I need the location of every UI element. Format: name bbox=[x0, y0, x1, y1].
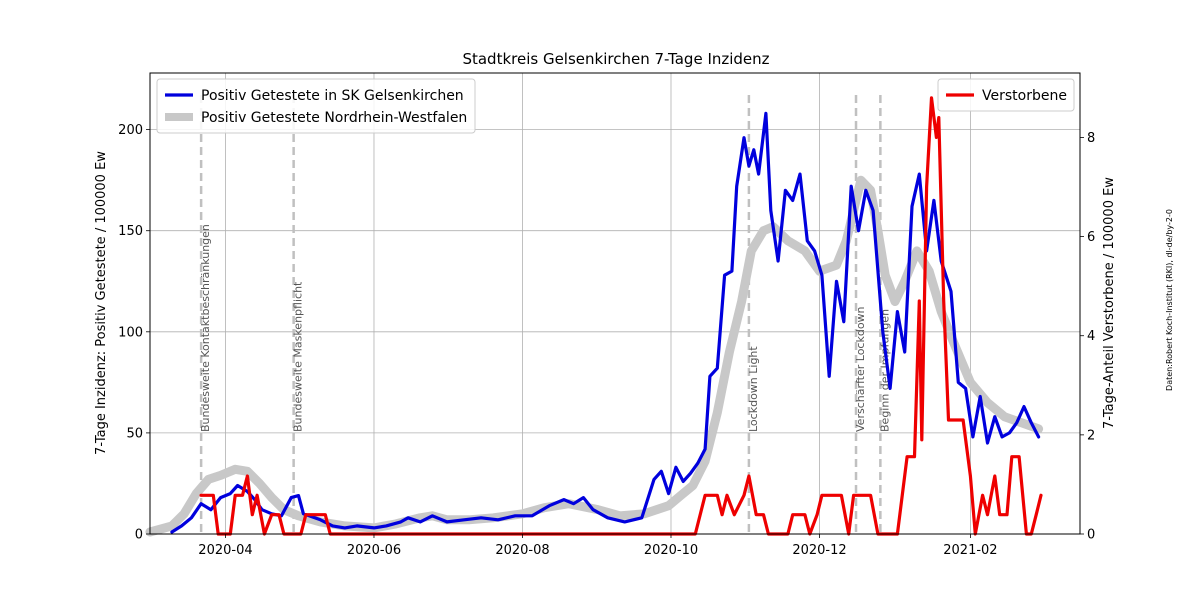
x-tick-label: 2020-12 bbox=[792, 543, 846, 558]
y-left-tick-label: 50 bbox=[126, 426, 143, 441]
series-line-verstorbene bbox=[199, 96, 1043, 536]
x-tick-label: 2020-04 bbox=[198, 543, 252, 558]
event-markers: Bundesweite Kontaktbeschränkungen Bundesw… bbox=[199, 95, 891, 534]
series-layer bbox=[145, 96, 1044, 537]
event-label: Verschärfter Lockdown bbox=[854, 306, 867, 432]
legend-left: Positiv Getestete in SK Gelsenkirchen Pos… bbox=[156, 78, 476, 134]
x-tick-label: 2020-08 bbox=[495, 543, 549, 558]
y-left-tick-label: 0 bbox=[135, 528, 143, 543]
x-tick-label: 2020-10 bbox=[644, 543, 698, 558]
x-tick-label: 2021-02 bbox=[943, 543, 997, 558]
y-axis-left-label: 7-Tage Inzidenz: Positiv Getestete / 100… bbox=[94, 151, 109, 455]
axes-border bbox=[149, 72, 1081, 535]
y-axis-right: 0 2 4 6 8 bbox=[1080, 131, 1095, 543]
series-line-positiv-getestete-nordrhein-westfalen bbox=[145, 175, 1044, 537]
x-axis: 2020-04 2020-06 2020-08 2020-10 2020-12 2021-… bbox=[198, 534, 998, 558]
event-label: Lockdown Light bbox=[747, 346, 760, 432]
legend-label: Verstorbene bbox=[982, 88, 1067, 104]
data-credit: Daten:Robert Koch-Institut (RKI), dl-de/… bbox=[1165, 209, 1174, 391]
y-left-tick-label: 200 bbox=[118, 123, 143, 138]
y-left-tick-label: 100 bbox=[118, 325, 143, 340]
legend-right: Verstorbene bbox=[937, 78, 1075, 112]
legend-label: Positiv Getestete in SK Gelsenkirchen bbox=[201, 88, 464, 104]
legend-box bbox=[937, 78, 1075, 112]
event-label: Bundesweite Maskenpflicht bbox=[292, 281, 305, 432]
y-right-tick-label: 4 bbox=[1087, 329, 1095, 344]
axes-frame bbox=[149, 72, 1081, 535]
event-label: Bundesweite Kontaktbeschränkungen bbox=[199, 224, 212, 432]
legend-box bbox=[156, 78, 476, 134]
y-axis-right-label: 7-Tage-Anteil Verstorbene / 100000 Ew bbox=[1102, 177, 1117, 429]
series-line-positiv-getestete-in-sk-gelsenkirchen bbox=[170, 111, 1041, 534]
chart-title: Stadtkreis Gelsenkirchen 7-Tage Inzidenz bbox=[462, 50, 769, 68]
x-tick-label: 2020-06 bbox=[347, 543, 401, 558]
y-right-tick-label: 0 bbox=[1087, 528, 1095, 543]
y-left-tick-label: 150 bbox=[118, 224, 143, 239]
legend-label: Positiv Getestete Nordrhein-Westfalen bbox=[201, 110, 467, 126]
y-axis-left: 0 50 100 150 200 bbox=[118, 123, 150, 543]
y-right-tick-label: 8 bbox=[1087, 131, 1095, 146]
event-label: Beginn der Impfungen bbox=[878, 309, 891, 432]
y-right-tick-label: 2 bbox=[1087, 428, 1095, 443]
y-right-tick-label: 6 bbox=[1087, 230, 1095, 245]
